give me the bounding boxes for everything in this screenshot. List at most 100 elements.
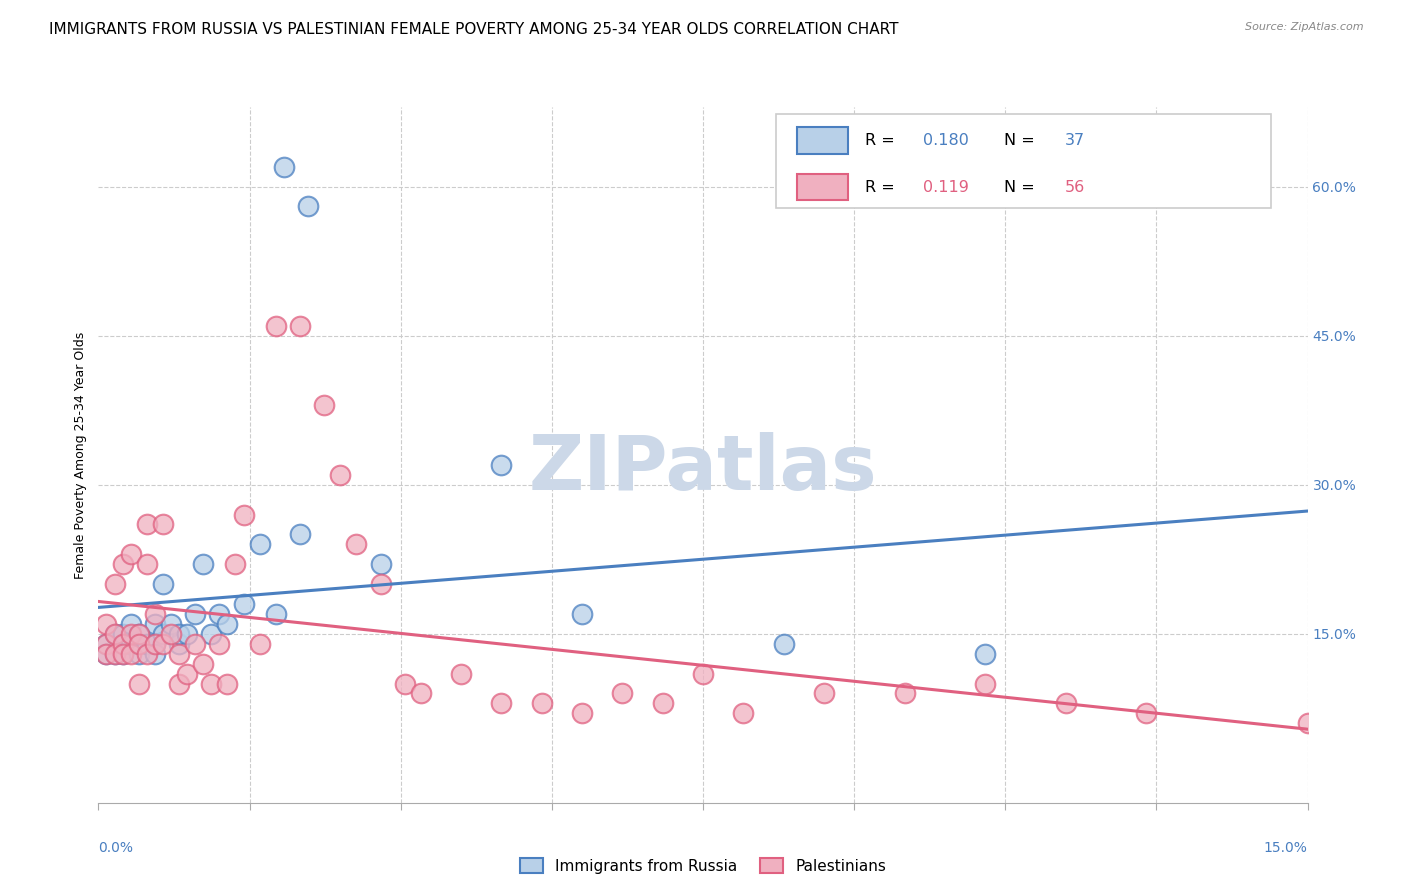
Point bbox=[96, 637, 118, 651]
FancyBboxPatch shape bbox=[797, 127, 848, 153]
Point bbox=[176, 666, 198, 681]
Text: 15.0%: 15.0% bbox=[1264, 841, 1308, 855]
Point bbox=[143, 637, 166, 651]
Text: ZIPatlas: ZIPatlas bbox=[529, 432, 877, 506]
Point bbox=[176, 627, 198, 641]
Point bbox=[143, 616, 166, 631]
Point bbox=[103, 627, 125, 641]
Point bbox=[152, 577, 174, 591]
Point bbox=[264, 318, 287, 333]
Point bbox=[128, 627, 150, 641]
Point bbox=[120, 637, 142, 651]
Point bbox=[128, 676, 150, 690]
Point bbox=[329, 467, 352, 482]
Point bbox=[167, 647, 190, 661]
Point bbox=[143, 607, 166, 621]
Point bbox=[288, 318, 311, 333]
Point bbox=[450, 666, 472, 681]
Point bbox=[184, 637, 207, 651]
Point bbox=[409, 686, 432, 700]
Text: 0.0%: 0.0% bbox=[98, 841, 134, 855]
Point bbox=[111, 627, 134, 641]
Point bbox=[167, 637, 190, 651]
Point bbox=[128, 637, 150, 651]
Text: 0.180: 0.180 bbox=[924, 133, 969, 148]
Point bbox=[249, 637, 271, 651]
Point bbox=[135, 647, 157, 661]
Point bbox=[160, 627, 183, 641]
Point bbox=[120, 547, 142, 561]
Legend: Immigrants from Russia, Palestinians: Immigrants from Russia, Palestinians bbox=[513, 852, 893, 880]
Point bbox=[733, 706, 755, 721]
Point bbox=[135, 517, 157, 532]
Point bbox=[193, 657, 215, 671]
Point bbox=[217, 616, 239, 631]
Text: 0.119: 0.119 bbox=[924, 180, 969, 194]
Point bbox=[491, 458, 513, 472]
Point bbox=[1054, 697, 1077, 711]
Point bbox=[103, 647, 125, 661]
Point bbox=[813, 686, 835, 700]
Text: N =: N = bbox=[1004, 180, 1040, 194]
Point bbox=[96, 637, 118, 651]
Point bbox=[143, 637, 166, 651]
Point bbox=[571, 706, 593, 721]
Point bbox=[370, 558, 392, 572]
Text: 56: 56 bbox=[1064, 180, 1085, 194]
Point bbox=[128, 647, 150, 661]
Text: Source: ZipAtlas.com: Source: ZipAtlas.com bbox=[1246, 22, 1364, 32]
Point bbox=[288, 527, 311, 541]
Point bbox=[167, 627, 190, 641]
Point bbox=[120, 627, 142, 641]
Point bbox=[344, 537, 367, 551]
Point bbox=[193, 558, 215, 572]
Point bbox=[135, 637, 157, 651]
Point bbox=[217, 676, 239, 690]
Point bbox=[232, 597, 254, 611]
Point bbox=[111, 647, 134, 661]
Point bbox=[974, 676, 997, 690]
Point bbox=[200, 627, 222, 641]
Text: N =: N = bbox=[1004, 133, 1040, 148]
Point bbox=[530, 697, 553, 711]
Point bbox=[200, 676, 222, 690]
Point bbox=[772, 637, 794, 651]
FancyBboxPatch shape bbox=[776, 114, 1271, 208]
Point bbox=[96, 647, 118, 661]
Point bbox=[612, 686, 634, 700]
Point bbox=[1296, 716, 1319, 731]
Point bbox=[111, 637, 134, 651]
Text: R =: R = bbox=[865, 180, 900, 194]
Point bbox=[394, 676, 416, 690]
Point bbox=[224, 558, 246, 572]
Point bbox=[167, 676, 190, 690]
Text: IMMIGRANTS FROM RUSSIA VS PALESTINIAN FEMALE POVERTY AMONG 25-34 YEAR OLDS CORRE: IMMIGRANTS FROM RUSSIA VS PALESTINIAN FE… bbox=[49, 22, 898, 37]
Point bbox=[974, 647, 997, 661]
Point bbox=[128, 627, 150, 641]
Point bbox=[208, 607, 231, 621]
Point bbox=[111, 637, 134, 651]
Y-axis label: Female Poverty Among 25-34 Year Olds: Female Poverty Among 25-34 Year Olds bbox=[75, 331, 87, 579]
Point bbox=[273, 160, 295, 174]
Point bbox=[571, 607, 593, 621]
Point bbox=[314, 398, 336, 412]
Text: R =: R = bbox=[865, 133, 900, 148]
Point bbox=[103, 577, 125, 591]
Point bbox=[152, 517, 174, 532]
Point bbox=[152, 637, 174, 651]
Point bbox=[370, 577, 392, 591]
Point bbox=[651, 697, 673, 711]
Point bbox=[111, 647, 134, 661]
Point bbox=[297, 199, 319, 213]
Point bbox=[160, 616, 183, 631]
Point bbox=[96, 616, 118, 631]
Point bbox=[111, 558, 134, 572]
Point bbox=[120, 647, 142, 661]
Point bbox=[152, 627, 174, 641]
Point bbox=[264, 607, 287, 621]
Point bbox=[120, 616, 142, 631]
Point bbox=[1135, 706, 1157, 721]
Point bbox=[103, 627, 125, 641]
Point bbox=[96, 647, 118, 661]
Point bbox=[232, 508, 254, 522]
